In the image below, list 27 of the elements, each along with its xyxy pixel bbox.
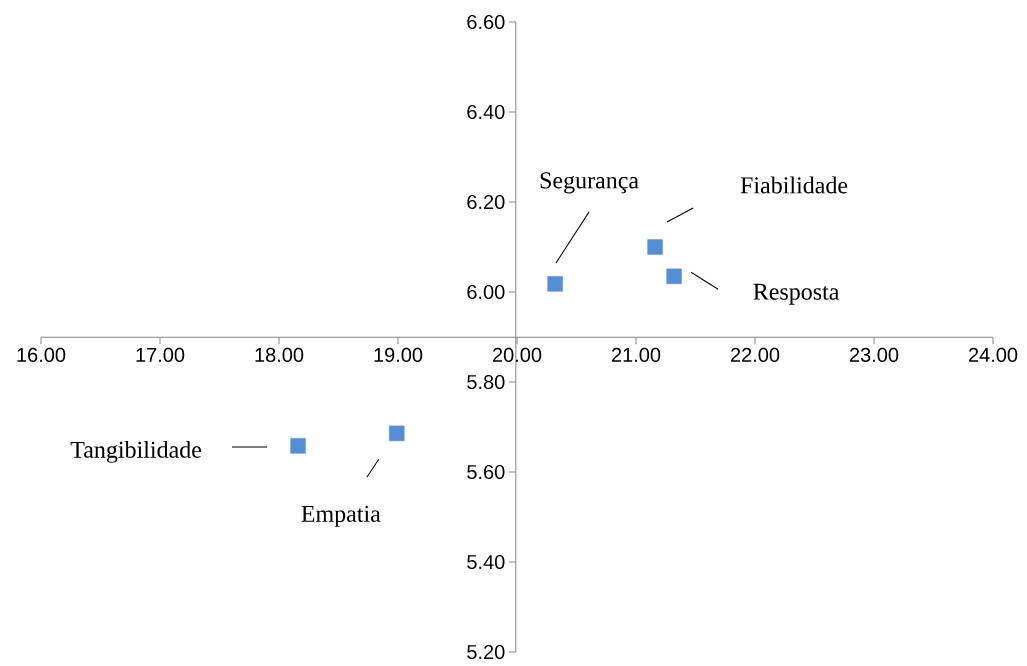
point — [546, 275, 564, 293]
annotation: Resposta — [753, 283, 840, 305]
x-tick-label: 23.00 — [849, 347, 899, 362]
x-tick-label: 16.00 — [17, 347, 66, 362]
point — [665, 267, 683, 285]
y-tick-label: 6.20 — [467, 194, 505, 210]
y-tick-label: 6.40 — [467, 104, 505, 120]
y-tick-label: 5.40 — [467, 554, 505, 570]
y-tick-label: 5.20 — [467, 644, 505, 660]
y-tick-label: 6.00 — [467, 284, 505, 300]
annotation: Segurança — [540, 172, 639, 194]
annotation: Tangibilidade — [70, 440, 202, 463]
annotation: Fiabilidade — [740, 176, 848, 194]
annotation: Empatia — [301, 505, 381, 527]
y-tick-label: 5.60 — [467, 464, 505, 480]
x-tick-label: 24.00 — [968, 347, 1018, 362]
x-tick-label: 17.00 — [136, 347, 185, 362]
y-tick-label: 5.80 — [467, 374, 505, 390]
point — [388, 425, 406, 442]
y-tick-label: 6.60 — [467, 14, 505, 30]
point — [289, 437, 307, 455]
point — [646, 238, 664, 256]
x-tick-label: 22.00 — [730, 347, 780, 362]
x-tick-label: 20.00 — [492, 347, 542, 362]
x-tick-label: 18.00 — [255, 347, 304, 362]
x-tick-label: 19.00 — [374, 347, 423, 362]
x-tick-label: 21.00 — [611, 347, 661, 362]
